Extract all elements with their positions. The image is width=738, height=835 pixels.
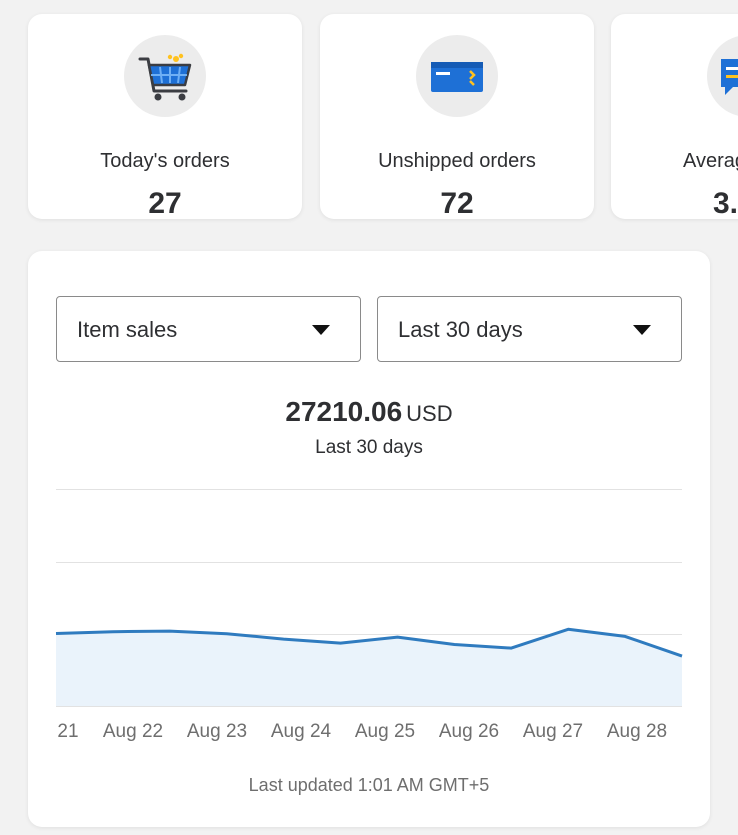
- chart-gridline: [56, 489, 682, 490]
- stat-label: Averag: [683, 150, 738, 172]
- stat-value: 27: [148, 187, 182, 219]
- stat-value: 3.: [713, 187, 738, 219]
- sales-total-value: 27210.06: [285, 396, 403, 427]
- x-axis-tick-label: Aug 22: [102, 721, 164, 742]
- stat-card-todays-orders[interactable]: Today's orders 27: [28, 14, 302, 219]
- x-axis-tick-label: Aug 25: [354, 721, 416, 742]
- stat-icon-circle: [707, 35, 738, 117]
- last-updated-label: Last updated 1:01 AM GMT+5: [248, 775, 490, 795]
- date-range-dropdown-value: Last 30 days: [398, 317, 523, 342]
- chart-gridline: [56, 634, 682, 635]
- chart-gridline: [56, 562, 682, 563]
- x-axis-tick-label: Aug 24: [270, 721, 332, 742]
- stat-icon-circle: [416, 35, 498, 117]
- x-axis-tick-label: 21: [57, 721, 79, 742]
- x-axis-tick-label: Aug 23: [186, 721, 248, 742]
- stat-card-average[interactable]: Averag 3.: [611, 14, 738, 219]
- metric-dropdown-value: Item sales: [77, 317, 178, 342]
- sales-period-label: Last 30 days: [315, 437, 423, 458]
- shipping-box-icon: [431, 62, 483, 92]
- chart-area-fill: [56, 629, 682, 706]
- chart-series-line: [55, 627, 683, 658]
- stat-label: Today's orders: [100, 150, 230, 172]
- x-axis-tick-label: Aug 28: [606, 721, 668, 742]
- chat-message-icon: [721, 59, 738, 95]
- stat-label: Unshipped orders: [378, 150, 536, 172]
- stat-value: 72: [440, 187, 474, 219]
- sales-total-currency: USD: [406, 401, 453, 426]
- metric-dropdown[interactable]: Item sales: [56, 296, 361, 362]
- x-axis-tick-label: Aug 26: [438, 721, 500, 742]
- shopping-cart-icon: [138, 53, 192, 101]
- chevron-down-icon: [312, 325, 330, 335]
- chevron-down-icon: [633, 325, 651, 335]
- sales-total: 27210.06 USD: [0, 396, 738, 428]
- stat-card-unshipped-orders[interactable]: Unshipped orders 72: [320, 14, 594, 219]
- stat-icon-circle: [124, 35, 206, 117]
- chart-gridline: [56, 706, 682, 707]
- x-axis-tick-label: Aug 27: [522, 721, 584, 742]
- date-range-dropdown[interactable]: Last 30 days: [377, 296, 682, 362]
